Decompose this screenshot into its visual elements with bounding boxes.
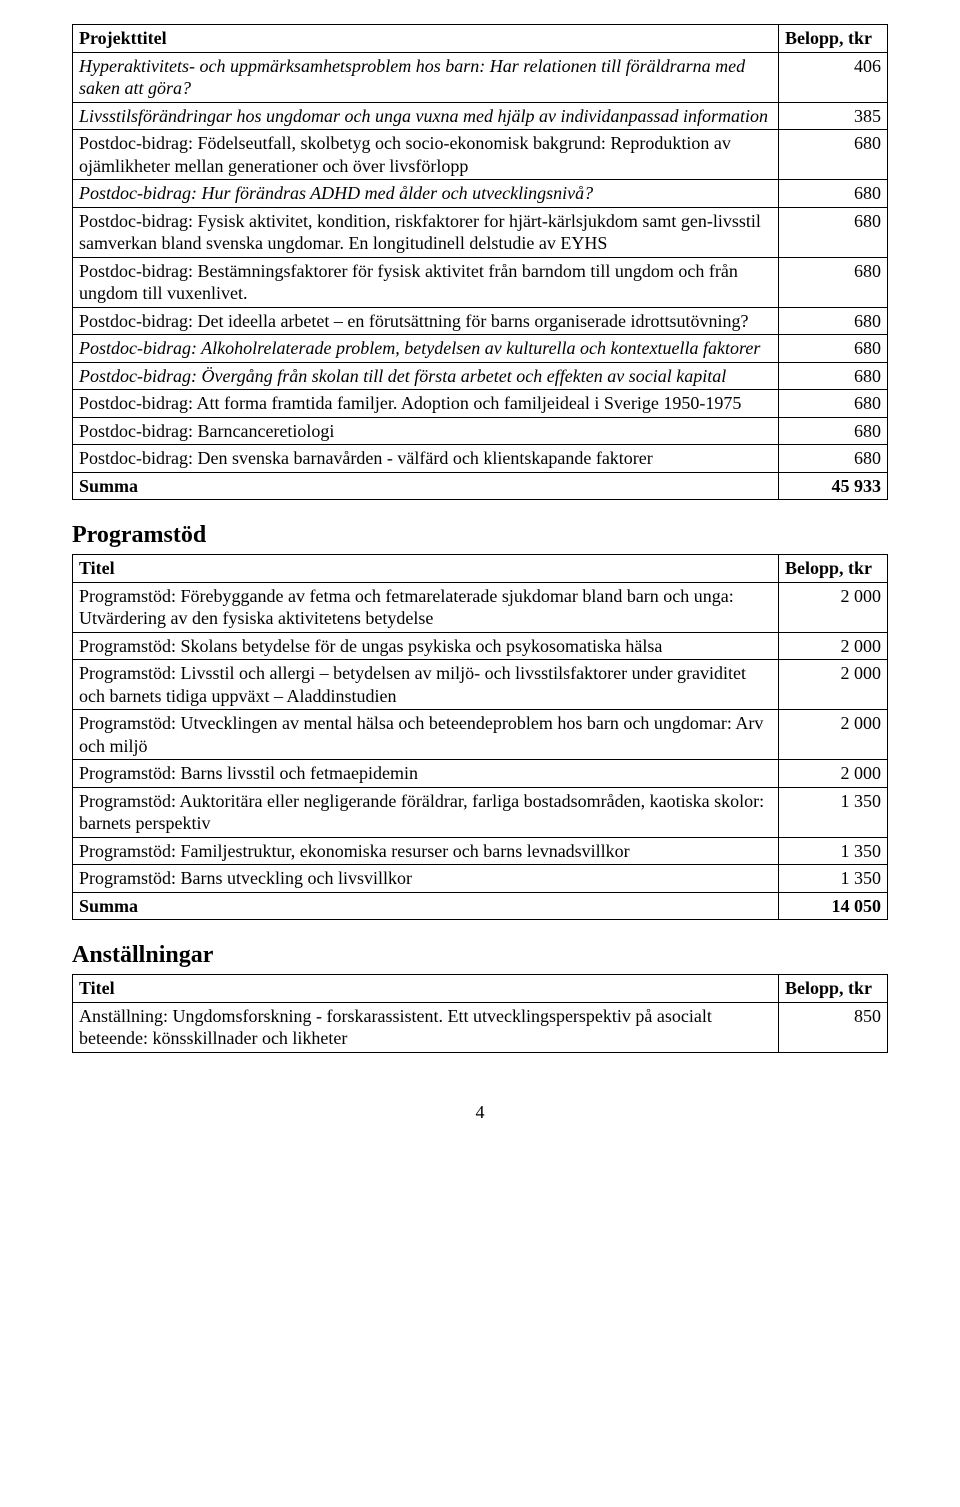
table-row: Postdoc-bidrag: Det ideella arbetet – en… (73, 307, 888, 335)
sum-amount: 45 933 (779, 472, 888, 500)
row-amount: 1 350 (779, 865, 888, 893)
table-row: Postdoc-bidrag: Fysisk aktivitet, kondit… (73, 207, 888, 257)
row-title: Programstöd: Familjestruktur, ekonomiska… (73, 837, 779, 865)
col-header-title: Projekttitel (73, 25, 779, 53)
table-row: Hyperaktivitets- och uppmärksamhetsprobl… (73, 52, 888, 102)
row-title: Programstöd: Livsstil och allergi – bety… (73, 660, 779, 710)
row-title: Postdoc-bidrag: Hur förändras ADHD med å… (73, 180, 779, 208)
row-amount: 2 000 (779, 760, 888, 788)
projects-table: Projekttitel Belopp, tkr Hyperaktivitets… (72, 24, 888, 500)
row-amount: 1 350 (779, 787, 888, 837)
table-row: Programstöd: Skolans betydelse för de un… (73, 632, 888, 660)
col-header-title: Titel (73, 555, 779, 583)
col-header-amount: Belopp, tkr (779, 975, 888, 1003)
col-header-title: Titel (73, 975, 779, 1003)
page-number: 4 (72, 1101, 888, 1124)
row-amount: 2 000 (779, 710, 888, 760)
row-title: Livsstilsförändringar hos ungdomar och u… (73, 102, 779, 130)
col-header-amount: Belopp, tkr (779, 25, 888, 53)
row-title: Programstöd: Förebyggande av fetma och f… (73, 582, 779, 632)
table-row: Postdoc-bidrag: Bestämningsfaktorer för … (73, 257, 888, 307)
col-header-amount: Belopp, tkr (779, 555, 888, 583)
table-row: Programstöd: Familjestruktur, ekonomiska… (73, 837, 888, 865)
row-title: Programstöd: Auktoritära eller negligera… (73, 787, 779, 837)
table-row: Livsstilsförändringar hos ungdomar och u… (73, 102, 888, 130)
row-title: Postdoc-bidrag: Bestämningsfaktorer för … (73, 257, 779, 307)
row-amount: 385 (779, 102, 888, 130)
table-row: Postdoc-bidrag: Den svenska barnavården … (73, 445, 888, 473)
row-title: Postdoc-bidrag: Alkoholrelaterade proble… (73, 335, 779, 363)
row-amount: 680 (779, 307, 888, 335)
table-row: Programstöd: Livsstil och allergi – bety… (73, 660, 888, 710)
row-title: Programstöd: Barns utveckling och livsvi… (73, 865, 779, 893)
table-row: Programstöd: Förebyggande av fetma och f… (73, 582, 888, 632)
row-title: Postdoc-bidrag: Födelseutfall, skolbetyg… (73, 130, 779, 180)
row-amount: 850 (779, 1002, 888, 1052)
table-row: Programstöd: Barns utveckling och livsvi… (73, 865, 888, 893)
row-amount: 1 350 (779, 837, 888, 865)
row-amount: 680 (779, 257, 888, 307)
row-title: Programstöd: Utvecklingen av mental häls… (73, 710, 779, 760)
table-row: Postdoc-bidrag: Övergång från skolan til… (73, 362, 888, 390)
table-row: Programstöd: Utvecklingen av mental häls… (73, 710, 888, 760)
row-amount: 2 000 (779, 582, 888, 632)
sum-label: Summa (73, 892, 779, 920)
anstallningar-table: Titel Belopp, tkr Anställning: Ungdomsfo… (72, 974, 888, 1053)
row-title: Programstöd: Skolans betydelse för de un… (73, 632, 779, 660)
row-title: Postdoc-bidrag: Fysisk aktivitet, kondit… (73, 207, 779, 257)
table-header-row: Titel Belopp, tkr (73, 975, 888, 1003)
row-title: Postdoc-bidrag: Att forma framtida famil… (73, 390, 779, 418)
table-row: Postdoc-bidrag: Att forma framtida famil… (73, 390, 888, 418)
table-row: Programstöd: Auktoritära eller negligera… (73, 787, 888, 837)
row-title: Postdoc-bidrag: Den svenska barnavården … (73, 445, 779, 473)
row-title: Postdoc-bidrag: Barncanceretiologi (73, 417, 779, 445)
row-title: Programstöd: Barns livsstil och fetmaepi… (73, 760, 779, 788)
sum-amount: 14 050 (779, 892, 888, 920)
row-amount: 406 (779, 52, 888, 102)
row-amount: 680 (779, 362, 888, 390)
row-amount: 2 000 (779, 632, 888, 660)
row-amount: 2 000 (779, 660, 888, 710)
row-amount: 680 (779, 390, 888, 418)
section-heading-programstod: Programstöd (72, 520, 888, 550)
row-title: Postdoc-bidrag: Övergång från skolan til… (73, 362, 779, 390)
row-amount: 680 (779, 417, 888, 445)
table-row: Anställning: Ungdomsforskning - forskara… (73, 1002, 888, 1052)
row-title: Anställning: Ungdomsforskning - forskara… (73, 1002, 779, 1052)
table-row: Postdoc-bidrag: Alkoholrelaterade proble… (73, 335, 888, 363)
table-row: Postdoc-bidrag: Barncanceretiologi680 (73, 417, 888, 445)
section-heading-anstallningar: Anställningar (72, 940, 888, 970)
row-amount: 680 (779, 207, 888, 257)
row-amount: 680 (779, 130, 888, 180)
table-row: Postdoc-bidrag: Födelseutfall, skolbetyg… (73, 130, 888, 180)
table-header-row: Titel Belopp, tkr (73, 555, 888, 583)
row-amount: 680 (779, 445, 888, 473)
table-row: Postdoc-bidrag: Hur förändras ADHD med å… (73, 180, 888, 208)
sum-row: Summa 14 050 (73, 892, 888, 920)
row-title: Postdoc-bidrag: Det ideella arbetet – en… (73, 307, 779, 335)
table-header-row: Projekttitel Belopp, tkr (73, 25, 888, 53)
table-row: Programstöd: Barns livsstil och fetmaepi… (73, 760, 888, 788)
programstod-table: Titel Belopp, tkr Programstöd: Förebygga… (72, 554, 888, 920)
row-amount: 680 (779, 335, 888, 363)
sum-label: Summa (73, 472, 779, 500)
row-title: Hyperaktivitets- och uppmärksamhetsprobl… (73, 52, 779, 102)
sum-row: Summa 45 933 (73, 472, 888, 500)
row-amount: 680 (779, 180, 888, 208)
